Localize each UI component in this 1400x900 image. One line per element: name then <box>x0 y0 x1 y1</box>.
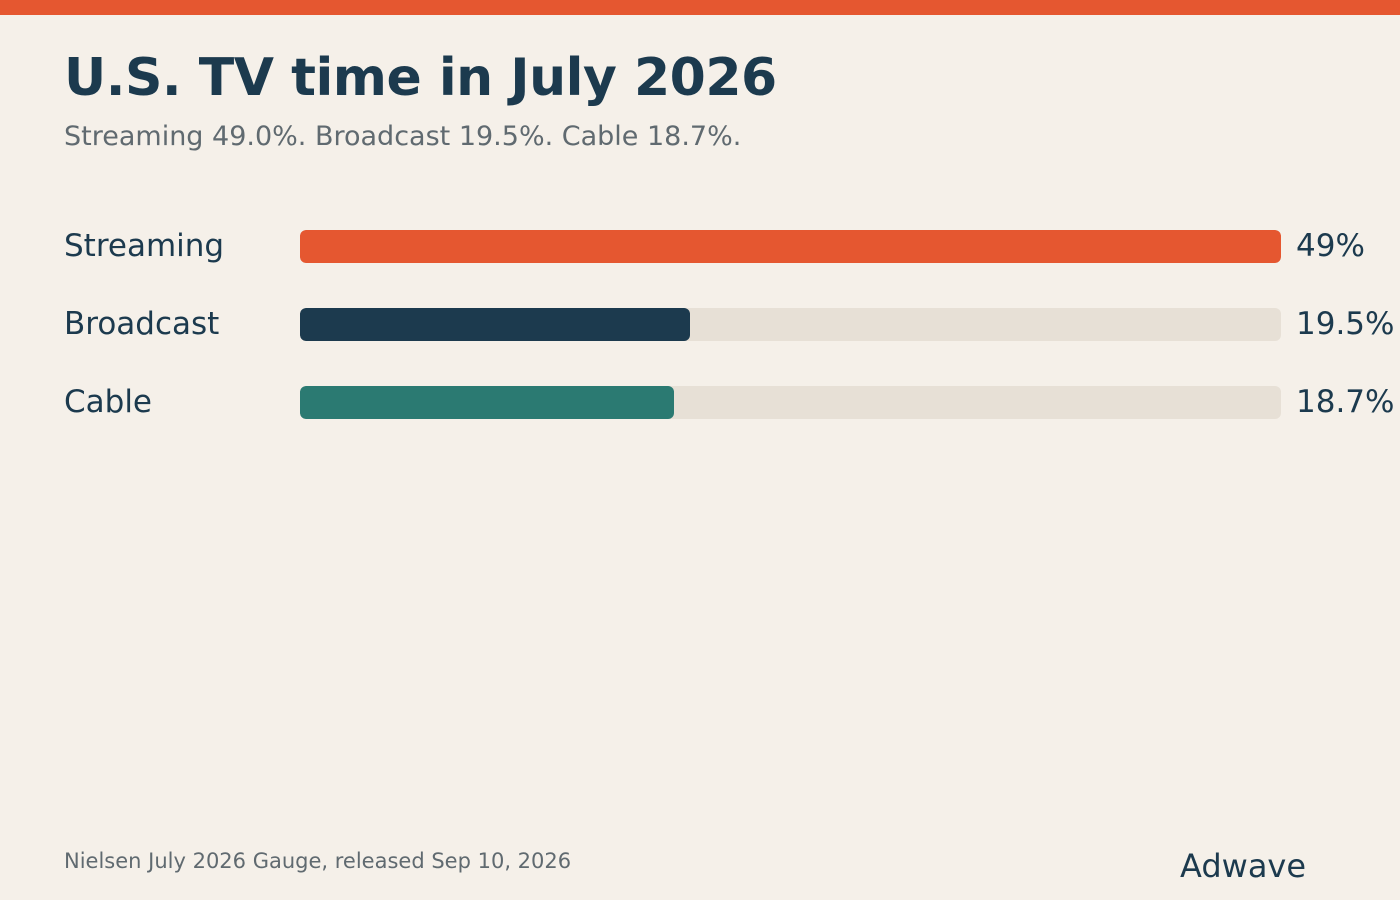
bar-cable <box>300 386 675 419</box>
category-label-broadcast: Broadcast <box>64 306 220 342</box>
chart-title: U.S. TV time in July 2026 <box>64 48 777 108</box>
bar-track-cable <box>300 386 1281 419</box>
bar-track-broadcast <box>300 308 1281 341</box>
category-label-cable: Cable <box>64 384 153 420</box>
brand-logo-text: Adwave <box>1180 847 1307 885</box>
category-label-streaming: Streaming <box>64 228 225 264</box>
value-label-cable: 18.7% <box>1296 384 1395 420</box>
bar-streaming <box>300 230 1281 263</box>
value-label-broadcast: 19.5% <box>1296 306 1395 342</box>
bar-track-streaming <box>300 230 1281 263</box>
value-label-streaming: 49% <box>1296 228 1365 264</box>
source-note: Nielsen July 2026 Gauge, released Sep 10… <box>64 849 572 873</box>
top-accent-stripe <box>0 0 1400 15</box>
bar-broadcast <box>300 308 691 341</box>
chart-subtitle: Streaming 49.0%. Broadcast 19.5%. Cable … <box>64 121 742 152</box>
